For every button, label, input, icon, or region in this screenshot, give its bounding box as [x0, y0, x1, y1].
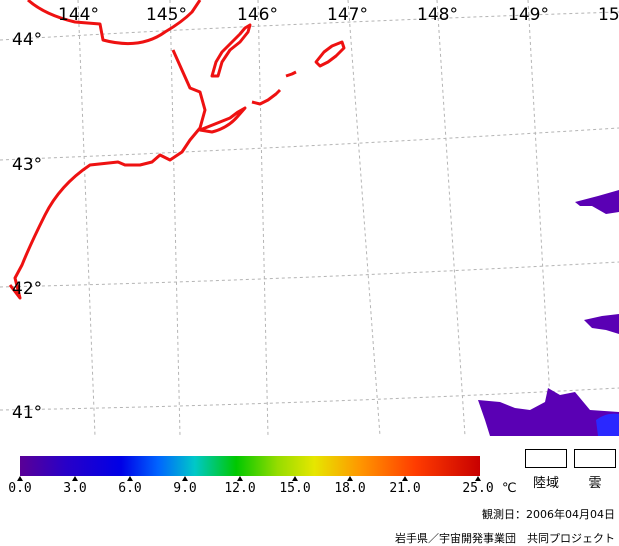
tick-label: 3.0 — [63, 481, 87, 496]
hokkaido-coast-north — [27, 0, 202, 46]
hokkaido-coast-east — [8, 49, 207, 300]
lon-label: 146° — [237, 5, 278, 25]
lat-label: 41° — [12, 403, 42, 423]
tick-mark — [237, 476, 243, 481]
latitude-labels: 44° 43° 42° 41° — [12, 30, 42, 423]
tick-label: 9.0 — [173, 481, 197, 496]
tick-label: 18.0 — [334, 481, 366, 496]
lat-label: 44° — [12, 30, 42, 50]
tick-mark — [292, 476, 298, 481]
unit-label: ℃ — [502, 481, 517, 496]
habomai-islets — [285, 70, 297, 78]
credit-text: 岩手県／宇宙開発事業団 共同プロジェクト — [395, 532, 615, 545]
cloud-legend-swatch — [574, 449, 616, 468]
tick-label: 25.0 — [462, 481, 494, 496]
cloud-legend-label: 雲 — [588, 476, 602, 491]
lon-label: 145° — [146, 5, 187, 25]
sst-data-patches — [478, 190, 619, 436]
land-legend-swatch — [525, 449, 567, 468]
tick-label: 6.0 — [118, 481, 142, 496]
iturup-tip-island — [314, 40, 346, 68]
lon-label: 144° — [58, 5, 99, 25]
tick-label: 15.0 — [279, 481, 311, 496]
graticule — [0, 0, 619, 436]
land-legend-label: 陸域 — [532, 476, 560, 491]
tick-mark — [475, 476, 481, 481]
lon-label: 149° — [508, 5, 549, 25]
kunashiri-island — [210, 23, 252, 78]
lon-label: 147° — [327, 5, 368, 25]
sea-surface-temperature-map: 144° 145° 146° 147° 148° 149° 15 44° 43°… — [0, 0, 619, 436]
temperature-color-bar — [20, 456, 480, 476]
longitude-labels: 144° 145° 146° 147° 148° 149° 15 — [58, 5, 619, 25]
tick-mark — [182, 476, 188, 481]
lat-label: 42° — [12, 279, 42, 299]
tick-label: 0.0 — [8, 481, 32, 496]
coastline — [8, 0, 346, 300]
observation-date: 観測日：2006年04月04日 — [482, 508, 615, 521]
lat-label: 43° — [12, 155, 42, 175]
tick-label: 12.0 — [224, 481, 256, 496]
tick-mark — [347, 476, 353, 481]
tick-mark — [72, 476, 78, 481]
sst-warm-patch — [596, 413, 619, 436]
tick-mark — [127, 476, 133, 481]
tick-mark — [402, 476, 408, 481]
tick-mark — [17, 476, 23, 481]
lon-label: 148° — [417, 5, 458, 25]
tick-label: 21.0 — [389, 481, 421, 496]
lon-label: 15 — [598, 5, 619, 25]
shikotan-island — [251, 88, 282, 106]
nemuro-peninsula — [198, 106, 247, 134]
